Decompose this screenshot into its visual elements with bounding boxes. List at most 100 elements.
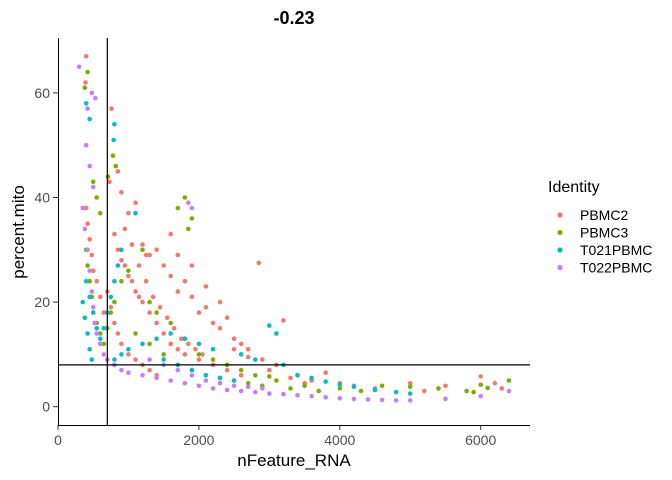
data-point: [193, 346, 198, 352]
series-T021PBMC: [80, 101, 413, 396]
data-point: [82, 226, 88, 232]
legend-swatch: [557, 264, 563, 271]
y-tick-label: 0: [42, 399, 50, 415]
data-point: [238, 367, 244, 373]
data-point: [238, 352, 244, 357]
data-point: [253, 373, 258, 378]
data-point: [129, 242, 135, 247]
data-point: [379, 383, 385, 389]
data-point: [85, 221, 90, 226]
data-point: [133, 331, 138, 336]
data-point: [90, 184, 96, 190]
data-point: [89, 90, 95, 96]
x-axis-title: nFeature_RNA: [237, 451, 351, 470]
data-point: [337, 382, 343, 388]
data-point: [115, 247, 121, 253]
data-point: [101, 341, 107, 347]
data-point: [87, 237, 92, 242]
data-point: [168, 341, 173, 347]
data-point: [203, 378, 209, 383]
data-point: [267, 374, 272, 379]
data-point: [87, 268, 92, 274]
data-point: [245, 380, 251, 386]
data-point: [154, 320, 159, 326]
data-point: [175, 205, 181, 211]
data-point: [210, 346, 216, 352]
data-point: [89, 252, 95, 258]
data-point: [129, 278, 135, 284]
data-point: [379, 397, 385, 403]
data-point: [217, 299, 223, 305]
data-point: [175, 367, 181, 373]
data-point: [133, 200, 138, 205]
points-layer: [76, 54, 512, 403]
data-point: [168, 331, 173, 336]
data-point: [196, 383, 202, 389]
data-point: [140, 373, 145, 378]
data-point: [217, 326, 223, 331]
data-point: [108, 305, 114, 310]
data-point: [126, 346, 131, 352]
data-point: [126, 268, 131, 274]
data-point: [90, 268, 96, 274]
data-point: [87, 346, 92, 352]
chart-title: -0.23: [273, 8, 314, 28]
data-point: [295, 392, 300, 398]
data-point: [83, 142, 89, 148]
data-point: [189, 205, 195, 211]
data-point: [110, 153, 116, 158]
data-point: [161, 263, 166, 268]
data-point: [210, 320, 216, 326]
data-point: [112, 122, 117, 127]
data-point: [83, 205, 89, 211]
data-point: [182, 380, 188, 386]
data-point: [76, 64, 82, 70]
data-point: [245, 354, 251, 360]
data-point: [82, 315, 88, 321]
data-point: [217, 375, 223, 381]
data-point: [119, 352, 124, 357]
data-point: [112, 320, 117, 326]
data-point: [464, 388, 469, 394]
y-axis-title: percent.mito: [9, 185, 28, 279]
data-point: [231, 383, 237, 389]
legend-swatch: [557, 247, 563, 253]
data-point: [98, 331, 103, 336]
y-tick-label: 40: [34, 190, 50, 206]
data-point: [186, 200, 191, 205]
data-point: [111, 137, 116, 143]
data-point: [83, 80, 88, 85]
data-point: [113, 163, 119, 169]
data-point: [108, 294, 114, 300]
data-point: [89, 289, 95, 294]
data-point: [126, 352, 131, 357]
legend-label: PBMC2: [580, 207, 628, 223]
data-point: [175, 252, 181, 258]
data-point: [323, 370, 329, 376]
data-point: [231, 346, 237, 352]
data-point: [189, 294, 195, 300]
data-point: [147, 310, 152, 315]
data-point: [267, 367, 272, 373]
data-point: [140, 247, 145, 253]
data-point: [83, 101, 89, 106]
data-point: [87, 163, 92, 169]
data-point: [115, 331, 121, 336]
data-point: [210, 386, 216, 391]
data-point: [112, 299, 117, 305]
data-point: [224, 387, 230, 393]
data-point: [358, 388, 364, 394]
data-point: [196, 357, 202, 362]
data-point: [136, 263, 142, 268]
data-point: [133, 289, 138, 294]
data-point: [85, 247, 90, 253]
data-point: [136, 294, 142, 300]
data-point: [154, 310, 159, 315]
data-point: [302, 383, 307, 389]
data-point: [196, 310, 202, 315]
data-point: [150, 294, 156, 300]
data-point: [107, 179, 112, 185]
data-point: [126, 273, 131, 279]
legend-label: T022PBMC: [580, 260, 652, 276]
data-point: [105, 174, 111, 179]
